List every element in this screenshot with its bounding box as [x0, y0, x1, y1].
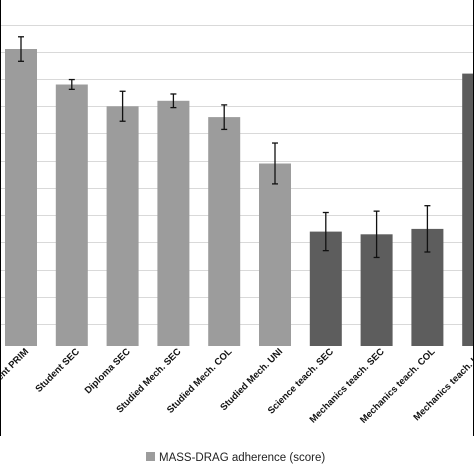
legend: MASS-DRAG adherence (score) — [146, 452, 325, 464]
bar — [208, 117, 241, 346]
category-label: Student PRIM — [0, 346, 31, 397]
bar — [5, 49, 37, 346]
legend-swatch — [146, 452, 155, 461]
category-label: Student SEC — [33, 346, 82, 395]
legend-label: MASS-DRAG adherence (score) — [159, 452, 325, 464]
category-labels-group: Student PRIM Student SEC Diploma SECStudie… — [0, 346, 474, 426]
bars-group — [5, 49, 474, 346]
bar — [106, 106, 139, 346]
bar — [157, 100, 190, 346]
category-label: Diploma SEC — [83, 346, 133, 396]
error-bars-group — [18, 36, 431, 259]
bar — [259, 163, 291, 346]
bar — [462, 73, 474, 346]
bar — [55, 84, 88, 346]
